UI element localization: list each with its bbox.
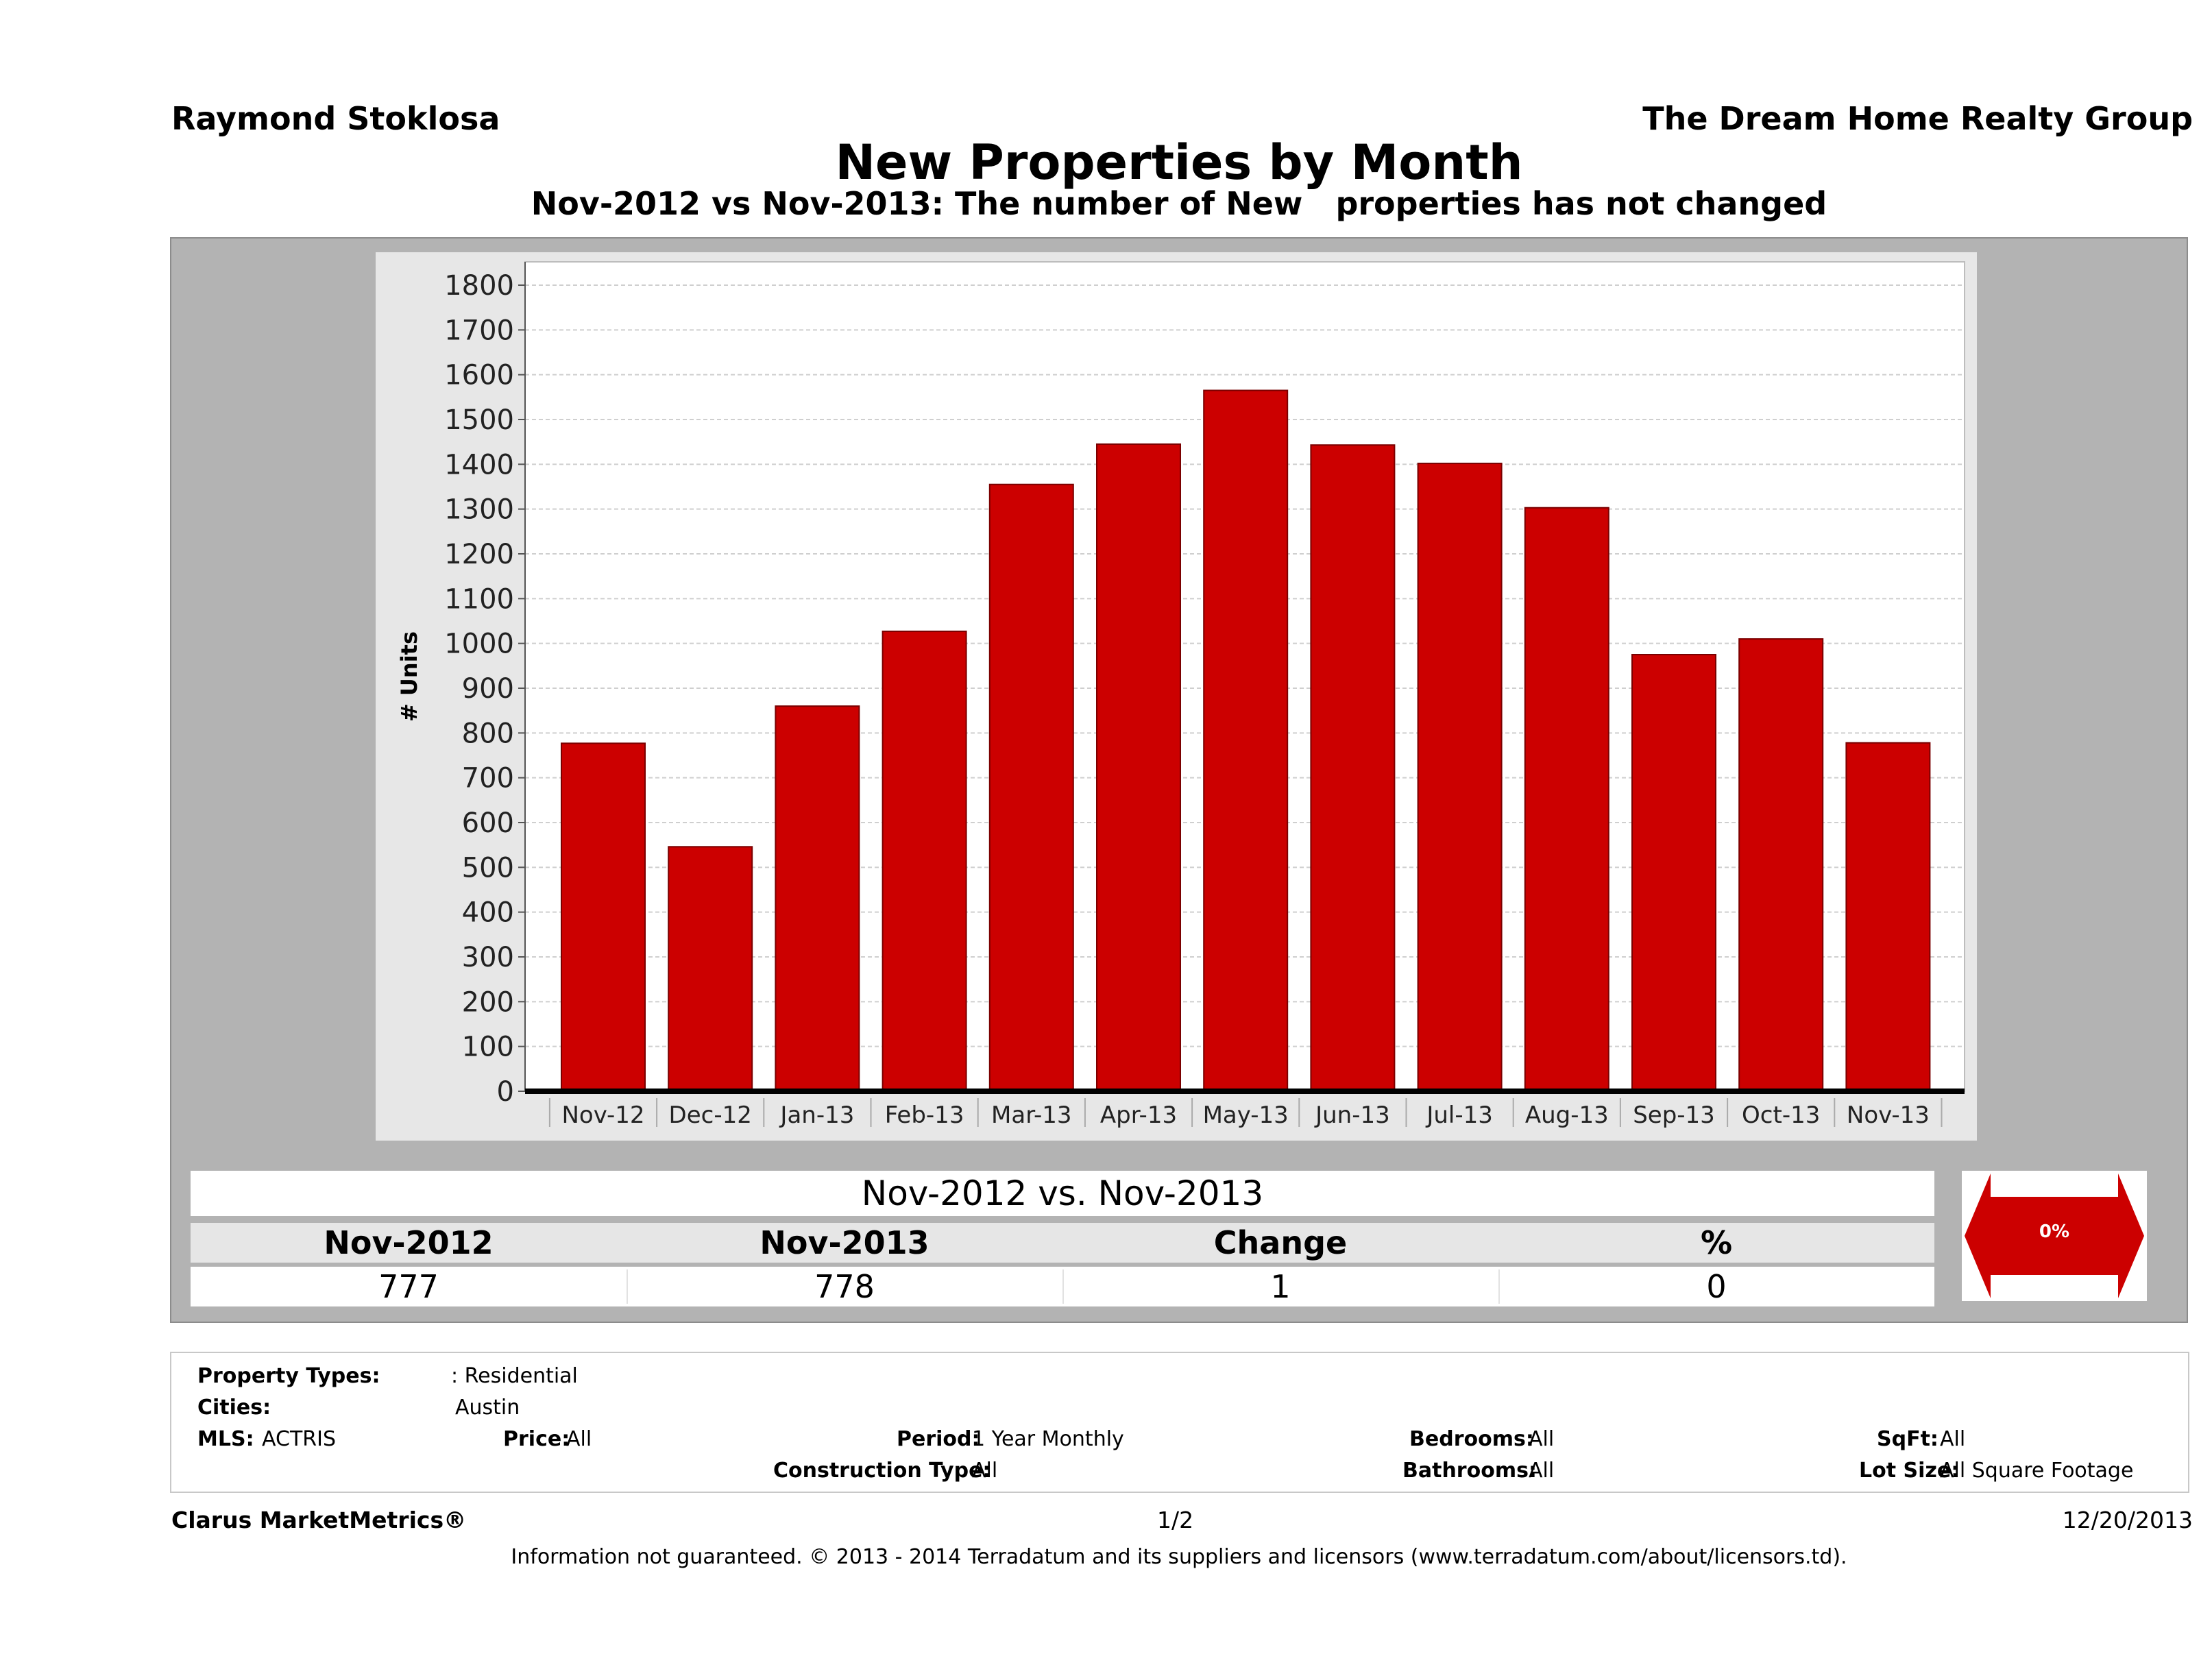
bar-apr-13 [1096, 443, 1181, 1092]
x-tick-label: Nov-13 [1847, 1102, 1930, 1129]
bedrooms-value: All [1529, 1427, 1555, 1451]
summary-table: Nov-2012 vs. Nov-2013 Nov-2012 Nov-2013 … [191, 1171, 1934, 1306]
y-axis-label: # Units [396, 631, 422, 722]
chart-title: New Properties by Month [835, 134, 1523, 191]
y-tick-label: 800 [462, 718, 514, 749]
property-types-label: Property Types: [197, 1364, 380, 1388]
value-nov-2013: 778 [814, 1268, 875, 1305]
property-types-value: : Residential [451, 1364, 578, 1388]
construction-type-label: Construction Type: [773, 1459, 991, 1483]
report-date: 12/20/2013 [2062, 1507, 2193, 1533]
x-tick-label: Jan-13 [779, 1102, 854, 1129]
y-tick-label: 900 [462, 673, 514, 705]
price-label: Price: [503, 1427, 570, 1451]
y-tick-label: 0 [497, 1076, 514, 1108]
y-tick-label: 400 [462, 897, 514, 929]
bar-sep-13 [1631, 654, 1716, 1092]
x-tick-label: Oct-13 [1742, 1102, 1820, 1129]
bar-mar-13 [988, 483, 1074, 1092]
bar-jun-13 [1310, 444, 1396, 1092]
company-name: The Dream Home Realty Group [1642, 100, 2193, 137]
agent-name: Raymond Stoklosa [171, 100, 500, 137]
percent-badge: 0% [2039, 1221, 2070, 1242]
summary-header-row: Nov-2012 Nov-2013 Change % [191, 1223, 1934, 1263]
cities-label: Cities: [197, 1396, 271, 1420]
y-tick-label: 1000 [444, 629, 514, 660]
y-tick-label: 1200 [444, 539, 514, 570]
x-tick-label: Apr-13 [1100, 1102, 1177, 1129]
bar-oct-13 [1738, 638, 1824, 1092]
bedrooms-label: Bedrooms: [1409, 1427, 1534, 1451]
y-tick-label: 1400 [444, 449, 514, 481]
header-change: Change [1213, 1224, 1348, 1261]
x-tick-label: May-13 [1203, 1102, 1289, 1129]
footer-brand: Clarus MarketMetrics® [171, 1507, 467, 1533]
summary-title: Nov-2012 vs. Nov-2013 [191, 1171, 1934, 1216]
value-change: 1 [1270, 1268, 1291, 1305]
header-nov-2012: Nov-2012 [324, 1224, 494, 1261]
y-tick-label: 500 [462, 852, 514, 884]
header-nov-2013: Nov-2013 [759, 1224, 929, 1261]
period-label: Period: [897, 1427, 980, 1451]
x-tick-label: Dec-12 [669, 1102, 752, 1129]
chart-area: 0 100 200 300 400 500 600 700 800 900 1000 1100 1200… [376, 252, 1977, 1141]
y-tick-label: 700 [462, 763, 514, 794]
y-tick-label: 1100 [444, 583, 514, 615]
y-tick-label: 1600 [444, 360, 514, 391]
page-number: 1/2 [1157, 1507, 1194, 1533]
price-value: All [566, 1427, 592, 1451]
lot-size-label: Lot Size: [1859, 1459, 1960, 1483]
bar-chart: 0 100 200 300 400 500 600 700 800 900 1000 1100 1200… [396, 261, 1965, 1129]
chart-subtitle: Nov-2012 vs Nov-2013: The number of New … [531, 185, 1827, 222]
x-tick-label: Nov-12 [562, 1102, 645, 1129]
lot-size-value: All Square Footage [1940, 1459, 2134, 1483]
header-percent: % [1700, 1224, 1733, 1261]
sqft-label: SqFt: [1877, 1427, 1938, 1451]
filter-criteria: Property Types: : Residential Cities: Au… [170, 1352, 2189, 1493]
sqft-value: All [1940, 1427, 1966, 1451]
mls-value: ACTRIS [262, 1427, 337, 1451]
cell-divider [627, 1269, 628, 1304]
y-tick-label: 200 [462, 986, 514, 1018]
y-tick-label: 600 [462, 807, 514, 839]
value-nov-2012: 777 [378, 1268, 439, 1305]
bar-jul-13 [1417, 463, 1503, 1092]
cities-value: Austin [455, 1396, 520, 1420]
bar-aug-13 [1524, 507, 1609, 1092]
x-tick-label: Mar-13 [991, 1102, 1072, 1129]
period-value: 1 Year Monthly [972, 1427, 1124, 1451]
bar-feb-13 [882, 631, 967, 1092]
bar-nov-12 [561, 742, 646, 1092]
x-tick-label: Jul-13 [1425, 1102, 1493, 1129]
y-tick-label: 1800 [444, 270, 514, 302]
x-tick-label: Sep-13 [1633, 1102, 1715, 1129]
bar-dec-12 [668, 846, 753, 1093]
bar-nov-13 [1845, 742, 1931, 1092]
mls-label: MLS: [197, 1427, 254, 1451]
cell-divider [1062, 1269, 1064, 1304]
y-tick-label: 300 [462, 942, 514, 973]
double-arrow-icon [1965, 1174, 2144, 1298]
y-tick-label: 1500 [444, 404, 514, 436]
bathrooms-value: All [1529, 1459, 1555, 1483]
summary-value-row: 777 778 1 0 [191, 1267, 1934, 1306]
x-tick-label: Aug-13 [1525, 1102, 1609, 1129]
cell-divider [1498, 1269, 1500, 1304]
bar-may-13 [1203, 389, 1289, 1093]
bar-jan-13 [775, 705, 860, 1092]
change-indicator [1962, 1171, 2147, 1301]
disclaimer: Information not guaranteed. © 2013 - 201… [511, 1545, 1847, 1569]
bathrooms-label: Bathrooms: [1402, 1459, 1537, 1483]
construction-type-value: All [972, 1459, 998, 1483]
y-tick-label: 1300 [444, 494, 514, 526]
y-tick-label: 100 [462, 1032, 514, 1063]
y-tick-label: 1700 [444, 315, 514, 346]
value-percent: 0 [1706, 1268, 1727, 1305]
x-tick-label: Jun-13 [1314, 1102, 1390, 1129]
x-tick-label: Feb-13 [885, 1102, 964, 1129]
